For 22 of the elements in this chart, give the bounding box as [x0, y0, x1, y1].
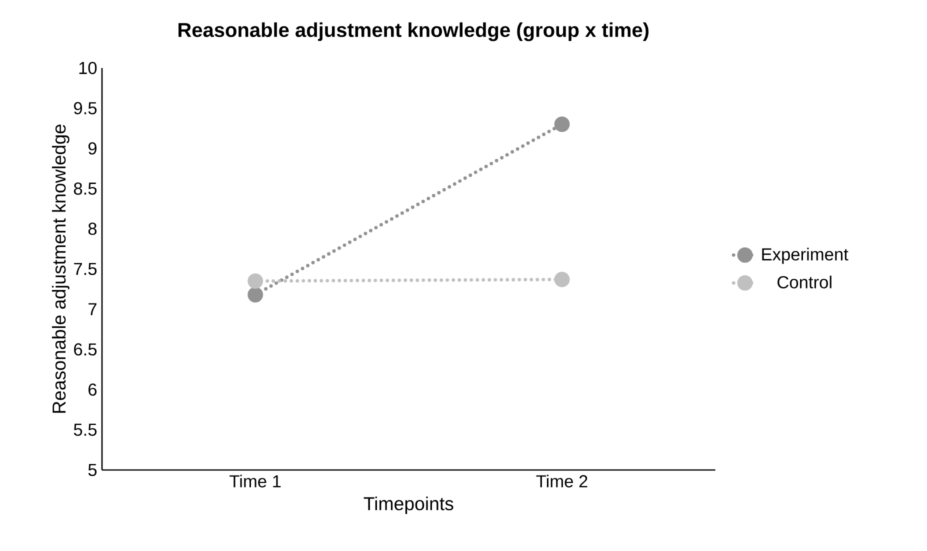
- y-tick-label: 5: [88, 464, 97, 476]
- x-tick-label: Time 2: [536, 474, 588, 488]
- y-axis-title: Reasonable adjustment knowledge: [52, 124, 70, 413]
- y-tick-label: 9.5: [74, 102, 97, 114]
- y-tick-label: 5.5: [74, 424, 97, 436]
- chart-title: Reasonable adjustment knowledge (group x time): [178, 22, 648, 42]
- x-axis-title: Timepoints: [364, 496, 454, 514]
- y-tick-label: 6: [88, 383, 97, 396]
- y-tick-label: 9: [88, 142, 96, 155]
- legend-label: Experiment: [762, 248, 848, 264]
- point: [554, 116, 570, 132]
- y-tick-label: 6.5: [74, 343, 97, 356]
- y-tick-label: 7.5: [74, 262, 97, 276]
- legend-label: Control: [778, 276, 832, 288]
- y-tick-label: 8: [88, 222, 97, 235]
- point: [248, 273, 264, 289]
- point: [554, 272, 570, 288]
- x-tick-label: Time 1: [230, 474, 281, 488]
- y-tick-label: 7: [88, 303, 96, 316]
- point: [248, 286, 264, 302]
- y-tick-label: 10: [79, 62, 97, 74]
- y-tick-label: 8.5: [74, 182, 97, 195]
